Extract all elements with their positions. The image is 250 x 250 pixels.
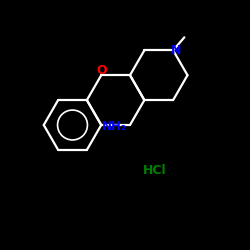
Text: O: O	[96, 64, 106, 77]
Text: NH₂: NH₂	[102, 120, 127, 133]
Text: N: N	[171, 44, 181, 57]
Text: HCl: HCl	[143, 164, 167, 176]
